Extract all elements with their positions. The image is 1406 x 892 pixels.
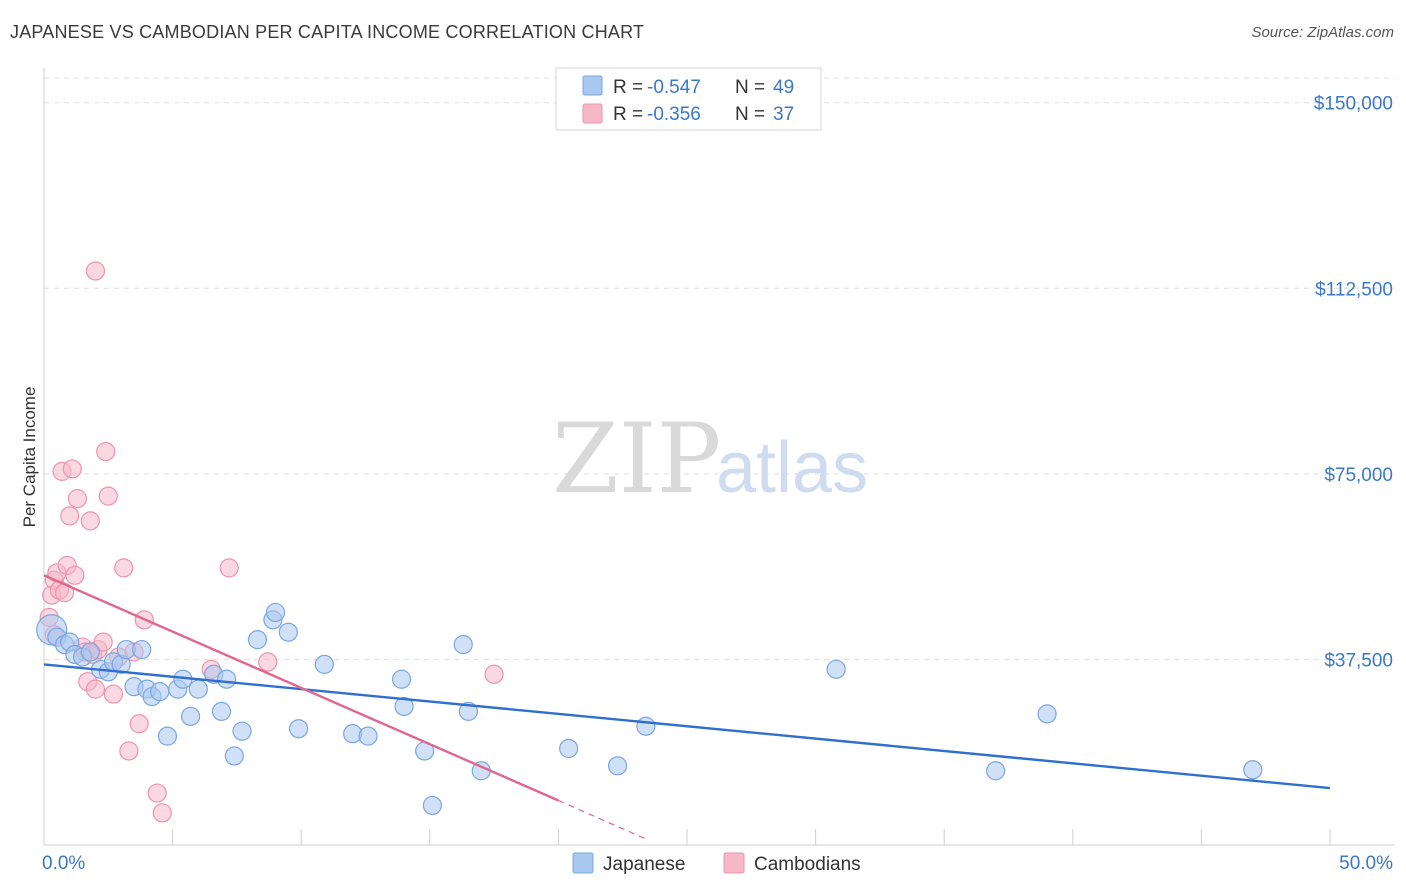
cambodian-point: [93, 632, 113, 652]
japanese-point: [224, 746, 244, 766]
series-legend-label-cambodian: Cambodians: [754, 854, 861, 875]
cambodian-point: [85, 261, 106, 281]
cambodian-point: [67, 489, 88, 509]
legend-r-label-japanese: R =: [613, 77, 643, 98]
japanese-trend-line: [43, 663, 1331, 790]
y-tick-label: $150,000: [1314, 94, 1393, 115]
data-points: [36, 261, 1263, 823]
gridlines: [44, 77, 1395, 660]
legend-r-value-japanese: -0.547: [647, 77, 701, 98]
japanese-point: [265, 602, 286, 623]
legend-r-value-cambodian: -0.356: [647, 104, 701, 125]
japanese-point: [247, 630, 268, 650]
x-tick-label: 0.0%: [42, 853, 85, 874]
series-legend-swatch-cambodian: [723, 852, 745, 874]
x-tick-label: 50.0%: [1339, 853, 1393, 874]
japanese-point: [181, 706, 201, 726]
correlation-legend: R = -0.547 N = 49 R = -0.356 N = 37: [555, 67, 822, 131]
japanese-point: [150, 681, 170, 702]
legend-swatch-japanese: [582, 75, 603, 96]
japanese-point: [211, 701, 232, 721]
cambodian-point: [114, 558, 134, 578]
cambodian-point: [65, 565, 85, 585]
legend-swatch-cambodian: [582, 103, 603, 124]
watermark-atlas: atlas: [716, 428, 868, 508]
legend-n-label-cambodian: N =: [735, 104, 765, 125]
cambodian-point: [98, 486, 118, 506]
cambodian-point: [85, 679, 106, 699]
japanese-point: [636, 716, 656, 736]
japanese-point: [458, 701, 478, 721]
y-tick-label: $112,500: [1315, 279, 1393, 300]
series-legend-swatch-japanese: [572, 852, 594, 874]
japanese-point: [394, 696, 414, 717]
japanese-point: [453, 634, 473, 655]
japanese-point: [986, 761, 1006, 781]
legend-n-value-japanese: 49: [773, 77, 794, 98]
tick-labels: $37,500 $75,000 $112,500 $150,000 0.0% 50.0%: [42, 94, 1393, 874]
japanese-point: [232, 721, 252, 741]
cambodian-point: [258, 652, 278, 672]
chart-title: JAPANESE VS CAMBODIAN PER CAPITA INCOME …: [10, 22, 645, 42]
japanese-point: [559, 738, 579, 759]
watermark-zip: ZIP: [552, 403, 721, 515]
series-legend-label-japanese: Japanese: [603, 854, 685, 875]
axes: [43, 68, 1395, 846]
cambodian-point: [80, 511, 100, 531]
cambodian-trend-line: [43, 574, 559, 802]
cambodian-point: [103, 684, 124, 704]
japanese-point: [278, 622, 298, 642]
cambodian-point: [147, 783, 167, 803]
source-label: Source: ZipAtlas.com: [1251, 24, 1394, 41]
japanese-point: [132, 639, 152, 660]
japanese-point: [826, 659, 846, 679]
japanese-point: [314, 654, 334, 674]
series-legend: Japanese Cambodians: [572, 852, 861, 875]
japanese-point: [157, 726, 178, 746]
cambodian-point: [60, 506, 80, 526]
legend-r-label-cambodian: R =: [613, 104, 643, 125]
cambodian-point: [152, 803, 172, 823]
y-tick-label: $37,500: [1324, 650, 1393, 671]
legend-n-value-cambodian: 37: [773, 104, 794, 125]
cambodian-trend-extension: [558, 799, 649, 841]
watermark: ZIP atlas: [552, 403, 868, 515]
cambodian-point: [129, 714, 149, 734]
japanese-point: [80, 642, 100, 662]
cambodian-point: [62, 459, 82, 479]
japanese-point: [1243, 760, 1263, 780]
cambodian-point: [119, 741, 139, 761]
japanese-point: [391, 669, 412, 689]
japanese-point: [607, 756, 628, 776]
japanese-point: [289, 719, 309, 739]
cambodian-point: [96, 442, 116, 462]
legend-n-label-japanese: N =: [735, 77, 765, 98]
japanese-point: [217, 669, 237, 689]
trend-lines: [43, 574, 1331, 841]
cambodian-point: [219, 558, 239, 578]
japanese-point: [188, 679, 208, 699]
japanese-point: [1037, 704, 1057, 724]
y-tick-label: $75,000: [1324, 465, 1393, 486]
y-axis-label: Per Capita Income: [20, 387, 39, 528]
japanese-point: [422, 795, 442, 816]
japanese-point: [358, 726, 378, 746]
cambodian-point: [484, 664, 504, 684]
